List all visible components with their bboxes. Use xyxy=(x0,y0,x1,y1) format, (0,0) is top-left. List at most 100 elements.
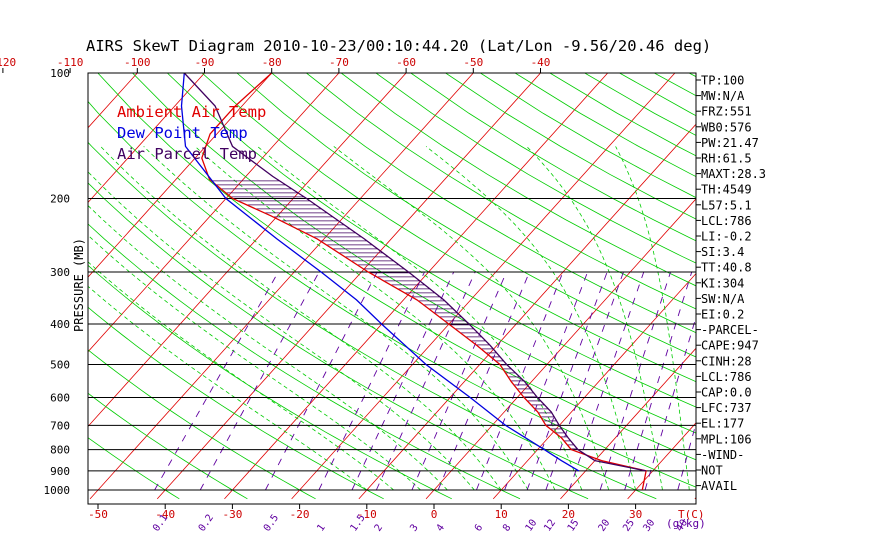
dew-point-line xyxy=(180,73,580,472)
isotherm-line xyxy=(425,198,696,500)
mixing-ratio-line xyxy=(599,271,671,491)
temp-unit-label: T(C) xyxy=(678,508,705,521)
stability-index-label: LFC:737 xyxy=(701,401,752,415)
mixing-ratio-label: 2 xyxy=(373,522,385,533)
moist-adiabat-line xyxy=(615,146,690,491)
stability-index-label: TH:4549 xyxy=(701,183,752,197)
stability-index-label: -WIND- xyxy=(701,448,744,462)
dry-adiabat-line xyxy=(88,141,657,500)
dry-adiabat-line xyxy=(306,73,696,310)
dry-adiabat-line xyxy=(201,73,696,383)
isotherm-line xyxy=(88,73,340,353)
mixing-ratio-line xyxy=(644,315,696,491)
moist-adiabat-line xyxy=(333,146,610,491)
dry-adiabat-line xyxy=(88,306,384,500)
mixing-ratio-line xyxy=(624,271,693,491)
instability-hatching xyxy=(211,180,584,454)
stability-index-label: AVAIL xyxy=(701,479,737,493)
mixing-ratio-unit-label: (g/kg) xyxy=(666,517,706,530)
mixing-ratio-label: 3 xyxy=(408,522,420,533)
dry-adiabat-line xyxy=(271,73,696,334)
dry-adiabat-line xyxy=(88,223,521,500)
dry-adiabat-line xyxy=(88,182,589,500)
bottom-temp-tick-label: 10 xyxy=(495,508,508,521)
moist-adiabat-line xyxy=(100,146,502,491)
dry-adiabat-line xyxy=(97,73,696,461)
mixing-ratio-line xyxy=(545,271,624,491)
bottom-temp-tick-label: 0 xyxy=(431,508,438,521)
dry-adiabat-line xyxy=(167,73,696,408)
isobar-lines xyxy=(88,198,696,491)
stability-index-label: CINH:28 xyxy=(701,354,752,368)
legend-entry: Ambient Air Temp xyxy=(117,103,266,121)
stability-index-label: TP:100 xyxy=(701,74,744,88)
dry-adiabat-line xyxy=(340,73,696,287)
moist-adiabat-line xyxy=(526,146,663,491)
isotherm-line xyxy=(291,73,676,500)
stability-index-label: NOT xyxy=(701,464,723,478)
bottom-temp-tick-label: 20 xyxy=(562,508,575,521)
isotherm-line xyxy=(88,73,206,204)
stability-index-label: PW:21.47 xyxy=(701,136,759,150)
dry-adiabat-line xyxy=(375,73,696,264)
pressure-tick-label: 200 xyxy=(50,193,70,206)
stability-index-label: KI:304 xyxy=(701,276,744,290)
top-temp-tick-label: -100 xyxy=(124,56,151,69)
stability-index-label: LI:-0.2 xyxy=(701,230,752,244)
isotherm-line xyxy=(358,123,696,500)
isotherm-line xyxy=(627,422,696,500)
pressure-tick-label: 800 xyxy=(50,444,70,457)
dry-adiabat-line xyxy=(88,392,248,500)
ambient-temp-line xyxy=(201,73,647,491)
stability-index-label: LCL:786 xyxy=(701,214,752,228)
top-temp-tick-label: -90 xyxy=(195,56,215,69)
pressure-tick-label: 1000 xyxy=(44,484,71,497)
bottom-temp-tick-label: -40 xyxy=(155,508,175,521)
parcel-temp-line xyxy=(183,73,647,472)
mixing-ratio-label: 8 xyxy=(501,522,513,533)
mixing-ratio-label: 4 xyxy=(435,522,447,533)
top-temp-tick-label: -70 xyxy=(329,56,349,69)
moist-adiabat-line xyxy=(194,146,556,491)
stability-index-label: WB0:576 xyxy=(701,120,752,134)
pressure-tick-label: 400 xyxy=(50,318,70,331)
stability-index-label: L57:5.1 xyxy=(701,198,752,212)
isotherm-line xyxy=(88,73,273,278)
bottom-temp-tick-label: -30 xyxy=(222,508,242,521)
plot-frame xyxy=(2,68,697,509)
stability-index-label: -PARCEL- xyxy=(701,323,759,337)
isotherm-line xyxy=(89,73,474,500)
mixing-ratio-line xyxy=(318,271,425,491)
chart-title: AIRS SkewT Diagram 2010-10-23/00:10:44.2… xyxy=(86,37,711,55)
stability-index-label: SI:3.4 xyxy=(701,245,744,259)
mixing-ratio-line xyxy=(568,271,645,491)
mixing-ratio-label: 1 xyxy=(315,522,327,533)
top-temp-tick-label: -110 xyxy=(57,56,84,69)
legend-entry: Air Parcel Temp xyxy=(117,145,257,163)
mixing-ratio-line xyxy=(351,271,455,491)
legend: Ambient Air Temp Dew Point Temp Air Parcel… xyxy=(117,103,266,163)
mixing-ratio-line xyxy=(411,271,507,491)
moist-adiabat-line xyxy=(143,146,529,491)
pressure-tick-label: 500 xyxy=(50,358,70,371)
profile-series xyxy=(180,73,647,491)
top-temp-tick-label: -40 xyxy=(531,56,551,69)
isotherm-line xyxy=(156,73,542,500)
dry-adiabat-line xyxy=(88,349,316,500)
mixing-ratio-line xyxy=(375,271,476,491)
stability-index-label: SW:N/A xyxy=(701,292,745,306)
top-temp-tick-label: -80 xyxy=(262,56,282,69)
plot-border xyxy=(87,72,697,505)
dry-adiabat-line xyxy=(236,73,696,358)
mixing-ratio-line xyxy=(437,271,530,491)
pressure-tick-label: 100 xyxy=(50,67,70,80)
pressure-tick-label: 900 xyxy=(50,465,70,478)
top-temp-tick-label: -120 xyxy=(0,56,16,69)
bottom-temp-tick-label: -10 xyxy=(357,508,377,521)
y-axis-label: PRESSURE (MB) xyxy=(72,238,86,332)
dry-adiabat-line xyxy=(88,100,696,488)
moist-adiabat-line xyxy=(88,204,448,491)
bottom-temp-tick-label: -20 xyxy=(290,508,310,521)
